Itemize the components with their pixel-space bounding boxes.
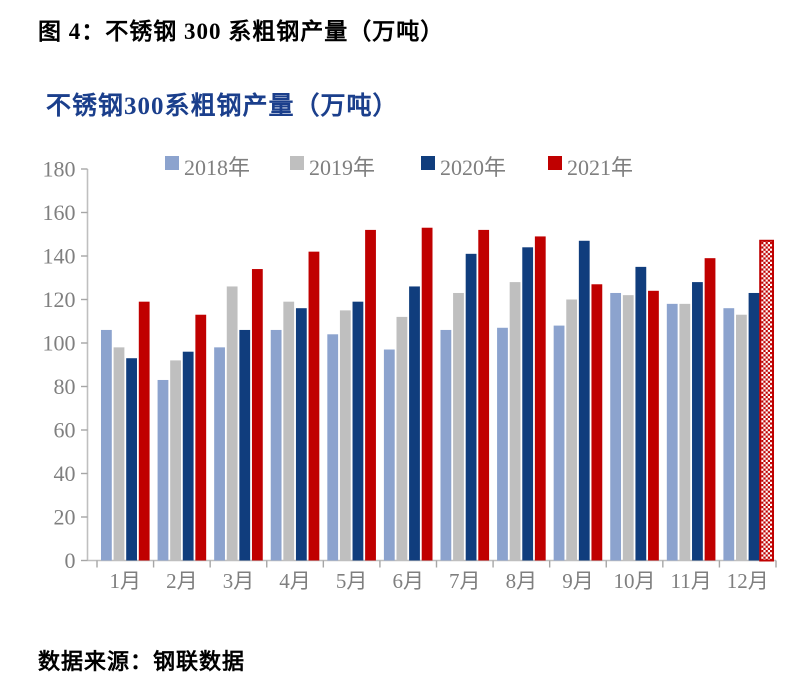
bar-2020年 [239,329,251,561]
legend-item-2021年: 2021年 [548,155,633,180]
y-axis-label: 60 [54,418,76,443]
bar-2020年 [182,351,194,561]
legend-swatch-2019年 [290,156,304,170]
figure-caption: 图 4：不锈钢 300 系粗钢产量（万吨） [38,19,445,44]
bar-2019年 [226,286,238,561]
bar-2021年 [704,258,716,561]
bar-2018年 [270,329,282,561]
bar-2018年 [610,292,622,561]
chart-title: 不锈钢300系粗钢产量（万吨） [46,93,399,120]
bar-2018年 [327,334,339,561]
legend-item-2018年: 2018年 [165,155,250,180]
legend-item-2019年: 2019年 [290,155,375,180]
x-axis-label: 12月 [727,569,769,593]
bar-2020年 [635,266,647,561]
bar-2018年 [100,329,112,561]
bar-2019年 [509,282,521,561]
bar-2021年 [478,229,490,561]
bar-2019年 [622,295,634,561]
bar-2021年 [251,269,263,561]
x-axis-label: 4月 [279,569,311,593]
bar-2020年 [578,240,590,561]
y-axis-label: 120 [43,287,76,312]
bar-2019年 [453,292,464,561]
bar-2018年 [383,349,395,561]
bar-2020年 [748,292,760,561]
y-axis-label: 0 [65,548,76,573]
y-axis-label: 180 [43,157,76,182]
bar-2019年 [566,299,578,561]
bar-2018年 [157,379,169,561]
bar-2019年 [113,347,125,561]
bar-2021年 [534,236,546,561]
bar-2021年 [308,251,320,561]
bar-2020年 [465,253,477,561]
bar-2021年 [138,301,150,561]
bar-2018年 [214,347,225,561]
legend-item-2020年: 2020年 [421,155,506,180]
y-axis-label: 40 [54,461,76,486]
bar-2021年 [195,314,207,561]
bar-2020年 [352,301,364,561]
bar-2018年 [666,303,678,561]
bar-2020年 [126,358,137,561]
x-axis-label: 11月 [671,569,712,593]
x-axis-label: 1月 [110,569,142,593]
bar-2018年 [553,325,565,561]
chart-axes: 0 20 40 60 80 100 120 140 160 180 1月 2月 3月 4月 5月 6月 7月 8月… [43,157,777,593]
chart-bars [100,227,775,562]
x-axis-label: 3月 [223,569,255,593]
bar-2021年 [365,229,376,561]
x-axis-label: 7月 [449,569,481,593]
bar-2018年 [440,329,452,561]
x-axis-label: 10月 [614,569,656,593]
bar-2020年 [295,308,307,561]
legend-swatch-2021年 [548,156,562,170]
bar-2019年 [339,310,351,561]
legend-label: 2019年 [309,155,375,180]
bar-2018年 [723,308,735,561]
legend-swatch-2020年 [421,156,435,170]
chart-legend: 2018年 2019年 2020年 2021年 [165,155,633,180]
bar-2021年 [421,227,433,561]
legend-label: 2020年 [440,155,506,180]
bar-2019年 [736,314,747,561]
x-axis-label: 8月 [506,569,538,593]
y-axis-label: 100 [43,331,76,356]
bar-2019年 [170,360,181,561]
bar-2018年 [497,327,508,561]
source-note: 数据来源：钢联数据 [38,649,246,674]
bar-forecast-2021年 [759,239,775,562]
bar-2020年 [522,247,534,561]
legend-label: 2021年 [567,155,633,180]
bar-2020年 [692,282,703,561]
x-axis-label: 5月 [336,569,368,593]
bar-2021年 [591,284,603,561]
y-axis-label: 160 [43,200,76,225]
y-axis-label: 20 [54,505,76,530]
bar-2019年 [396,316,408,561]
x-axis-label: 9月 [562,569,594,593]
legend-swatch-2018年 [165,156,179,170]
x-axis-label: 6月 [392,569,424,593]
legend-label: 2018年 [184,155,250,180]
y-axis-label: 80 [54,374,76,399]
bar-2019年 [679,303,691,561]
bar-2021年 [648,290,659,561]
y-axis-label: 140 [43,244,76,269]
bar-2020年 [409,286,420,561]
x-axis-label: 2月 [166,569,198,593]
bar-2019年 [283,301,295,561]
